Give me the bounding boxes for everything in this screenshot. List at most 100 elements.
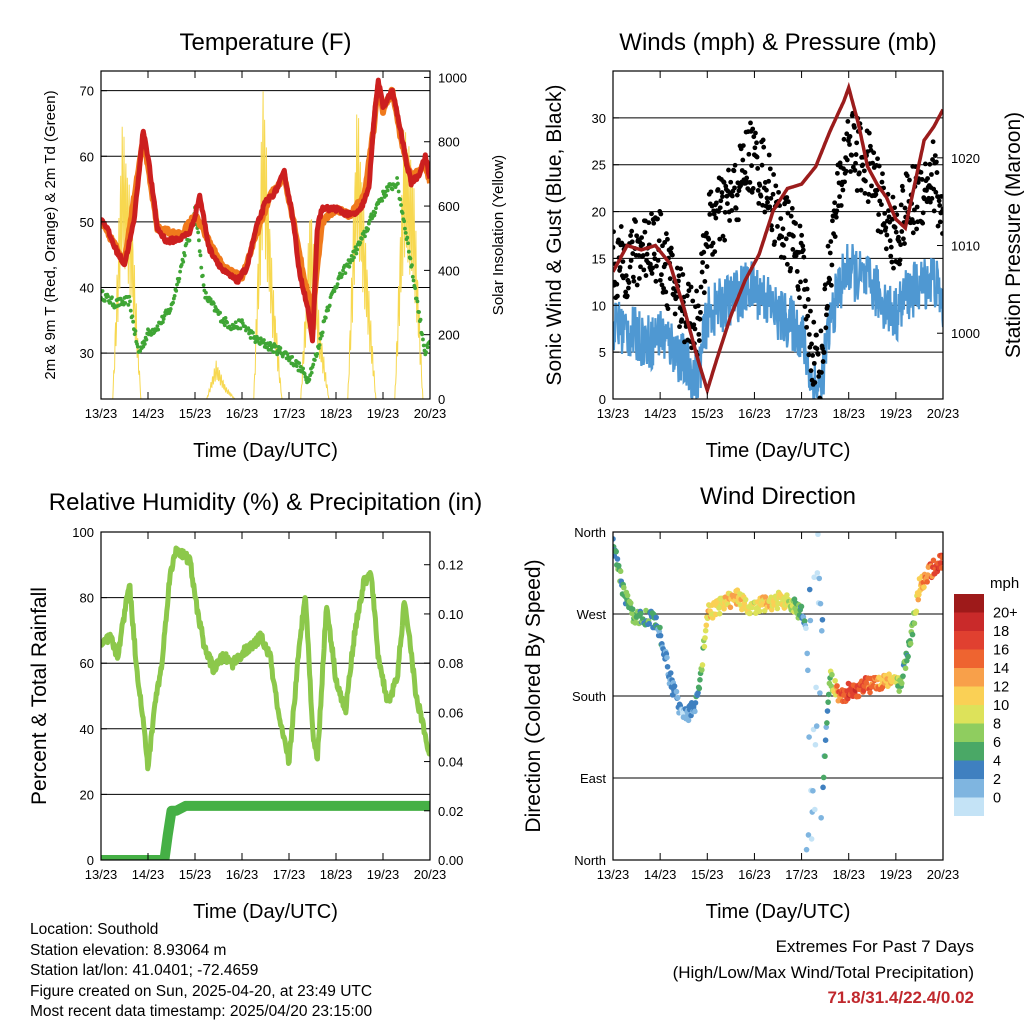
series-gust-point [878,229,884,235]
x-tick-label: 14/23 [644,406,677,421]
extremes-subtitle: (High/Low/Max Wind/Total Precipitation) [672,962,974,982]
direction-point [657,624,663,631]
series-gust-point [940,231,943,236]
series-dewpoint-point [395,181,400,186]
series-dewpoint-point [414,296,419,301]
series-gust-point [657,277,663,283]
direction-point [774,605,781,612]
series-dewpoint-point [271,350,276,354]
series-gust-point [698,284,704,290]
series-gust-point [806,332,812,337]
x-tick-label: 14/23 [132,867,165,882]
series-gust-point [668,245,674,251]
direction-point [812,806,818,813]
series-gust-point [623,273,629,279]
series-dewpoint-point [184,241,189,246]
direction-point [810,788,816,794]
series-gust-point [892,225,898,230]
series-gust-point [725,201,730,206]
series-gust-point [761,144,767,150]
y-tick-label: 10 [592,298,606,313]
series-gust-point [804,324,809,330]
y-tick-label: 40 [80,722,94,737]
series-dewpoint-point [126,303,131,307]
y-tick-label: North [574,853,606,868]
colorbar-label: 14 [993,661,1009,677]
series-gust-point [628,258,634,263]
series-gust-point [814,332,819,338]
series-dewpoint-point [403,226,407,231]
y-tick-label: 20 [80,787,94,802]
y-tick-label: 50 [80,215,94,230]
series-gust-point [637,276,642,281]
direction-point [898,680,905,687]
series-gust-point [879,202,884,208]
y-tick-label: 70 [80,84,94,99]
panel-2: 13/23 14/23 15/23 16/23 17/23 18/23 19/23 20/23… [543,29,1024,462]
series-dewpoint-point [417,310,421,314]
y-tick-label: 80 [80,591,94,606]
y-tick-label: North [574,525,606,540]
colorbar-label: 16 [993,643,1009,659]
series-gust-point [728,179,734,185]
series-gust-point [740,143,746,149]
series-gust-point [623,289,629,295]
series-gust-point [852,125,857,130]
series-gust-point [860,162,866,168]
series-gust-point [732,185,737,191]
series-gust-point [732,162,738,168]
direction-point [798,603,805,610]
series-dewpoint-point [268,341,273,345]
series-dewpoint-point [402,219,407,224]
series-gust-point [902,241,907,246]
series-dewpoint-point [187,238,192,243]
series-dewpoint-point [130,314,135,319]
series-dewpoint-point [425,345,430,350]
series-dewpoint-point [415,299,420,304]
direction-point [832,677,838,684]
series-dewpoint-point [334,285,339,289]
series-dewpoint-point [290,355,295,359]
series-gust-point [727,218,732,223]
series-gust-point [808,308,813,314]
series-gust-point [815,351,821,357]
series-gust-point [883,225,889,231]
series-gust-point [781,255,787,260]
series-gust-point [935,223,941,229]
series-dewpoint-point [197,238,201,243]
plot-area [613,532,943,853]
series-gust-point [729,208,735,213]
series-gust-point [778,216,784,221]
series-dewpoint-point [198,253,203,258]
colorbar-swatch [954,649,984,668]
series-gust-point [891,265,896,271]
y-right-tick-label: 800 [438,135,460,150]
series-gust-point [629,228,635,234]
y-tick-label: 15 [592,251,606,266]
x-tick-label: 20/23 [414,406,447,421]
series-dewpoint-point [178,269,183,274]
series-dewpoint-point [400,211,405,215]
direction-point [627,600,634,606]
series-gust-point [680,272,686,277]
direction-point [900,673,906,679]
series-gust-point [821,350,827,355]
series-gust-point [626,280,632,285]
series-gust-point [828,282,834,288]
direction-point [747,610,753,617]
series-gust-point [659,272,664,278]
direction-point [653,614,659,621]
series-dewpoint-point [179,263,184,267]
series-gust-point [651,251,657,257]
series-gust-point [929,196,935,201]
series-gust-point [897,257,903,263]
series-gust-point [744,175,750,181]
series-dewpoint-point [171,300,175,305]
y-right-tick-label: 400 [438,263,460,278]
series-gust-point [899,229,905,234]
series-dewpoint-point [322,319,327,323]
series-dewpoint-point [132,332,137,337]
series-dewpoint-point [332,289,337,294]
series-gust-point [742,170,748,175]
series-dewpoint-point [127,294,132,299]
